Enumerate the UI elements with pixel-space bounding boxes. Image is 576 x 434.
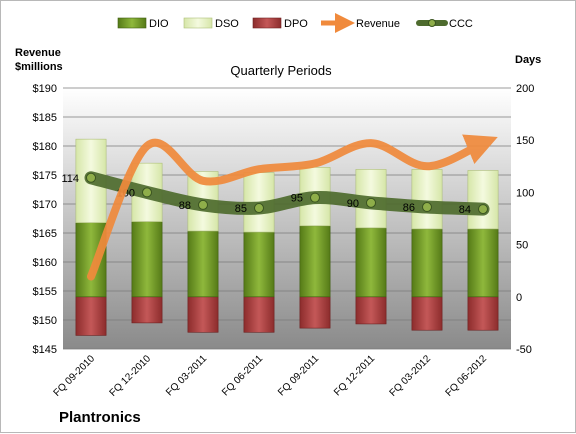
ccc-data-label: 85: [235, 203, 247, 215]
ccc-marker: [366, 197, 376, 208]
legend-label: DIO: [149, 18, 169, 30]
right-tick-label: 50: [516, 240, 528, 252]
bar-dio: [243, 231, 275, 298]
ccc-data-label: 90: [347, 198, 359, 210]
bar-dio: [299, 225, 331, 298]
legend-marker: [428, 19, 436, 27]
ccc-data-label: 84: [459, 204, 471, 216]
bar-dpo: [467, 296, 499, 331]
ccc-marker: [86, 172, 96, 183]
chart-subtitle: Quarterly Periods: [230, 63, 332, 78]
bar-dso: [467, 170, 499, 230]
right-tick-label: 100: [516, 187, 534, 199]
left-tick-label: $145: [33, 344, 57, 356]
ccc-data-label: 114: [61, 173, 79, 185]
ccc-marker: [142, 187, 152, 198]
category-label: FQ 12-2010: [108, 353, 154, 399]
right-tick-label: 0: [516, 292, 522, 304]
left-tick-label: $150: [33, 315, 57, 327]
ccc-marker: [422, 202, 432, 213]
category-label: FQ 12-2011: [332, 353, 377, 398]
bar-dio: [131, 221, 163, 298]
revenue-line: [87, 134, 498, 281]
legend-label: DPO: [284, 18, 308, 30]
bar-dio: [187, 230, 219, 298]
bar-dpo: [411, 296, 443, 331]
left-tick-label: $165: [33, 228, 57, 240]
bar-dio: [467, 228, 499, 298]
bar-dpo: [187, 296, 219, 333]
bar-dio: [75, 222, 107, 298]
legend-label: CCC: [449, 18, 473, 30]
ccc-marker: [254, 203, 264, 214]
plot-background: [63, 88, 511, 349]
bar-dpo: [355, 296, 387, 325]
legend-swatch: [252, 17, 282, 29]
company-name: Plantronics: [59, 409, 141, 426]
left-tick-label: $190: [33, 83, 57, 95]
legend-swatch: [183, 17, 213, 29]
bar-dpo: [299, 296, 331, 329]
ccc-data-label: 86: [403, 202, 415, 214]
category-label: FQ 03-2012: [388, 353, 434, 399]
ccc-data-label: 88: [179, 200, 191, 212]
ccc-data-label: 95: [291, 193, 303, 205]
category-label: FQ 06-2011: [220, 353, 265, 398]
bar-dio: [411, 228, 443, 298]
bar-dpo: [131, 296, 163, 324]
left-tick-label: $155: [33, 286, 57, 298]
left-tick-label: $180: [33, 141, 57, 153]
bar-dso: [411, 169, 443, 230]
bar-dio: [355, 227, 387, 298]
ccc-marker: [310, 192, 320, 203]
category-label: FQ 09-2011: [276, 353, 321, 398]
legend-label: DSO: [215, 18, 239, 30]
ccc-marker: [478, 204, 488, 215]
category-label: FQ 09-2010: [52, 353, 98, 399]
right-tick-label: 150: [516, 135, 534, 147]
left-tick-label: $185: [33, 112, 57, 124]
category-label: FQ 03-2011: [164, 353, 209, 398]
left-axis-label-line1: Revenue: [15, 47, 61, 59]
right-axis-label: Days: [515, 54, 541, 66]
right-tick-label: -50: [516, 344, 532, 356]
right-tick-label: 200: [516, 83, 534, 95]
left-tick-label: $170: [33, 199, 57, 211]
category-label: FQ 06-2012: [444, 353, 490, 399]
left-tick-label: $160: [33, 257, 57, 269]
ccc-marker: [198, 199, 208, 210]
legend-swatch: [117, 17, 147, 29]
legend-label: Revenue: [356, 18, 400, 30]
bar-dpo: [75, 296, 107, 336]
left-tick-label: $175: [33, 170, 57, 182]
left-axis-label-line2: $millions: [15, 61, 63, 73]
legend: DIO DSO DPO Revenue CCC: [117, 13, 473, 33]
bar-dpo: [243, 296, 275, 333]
